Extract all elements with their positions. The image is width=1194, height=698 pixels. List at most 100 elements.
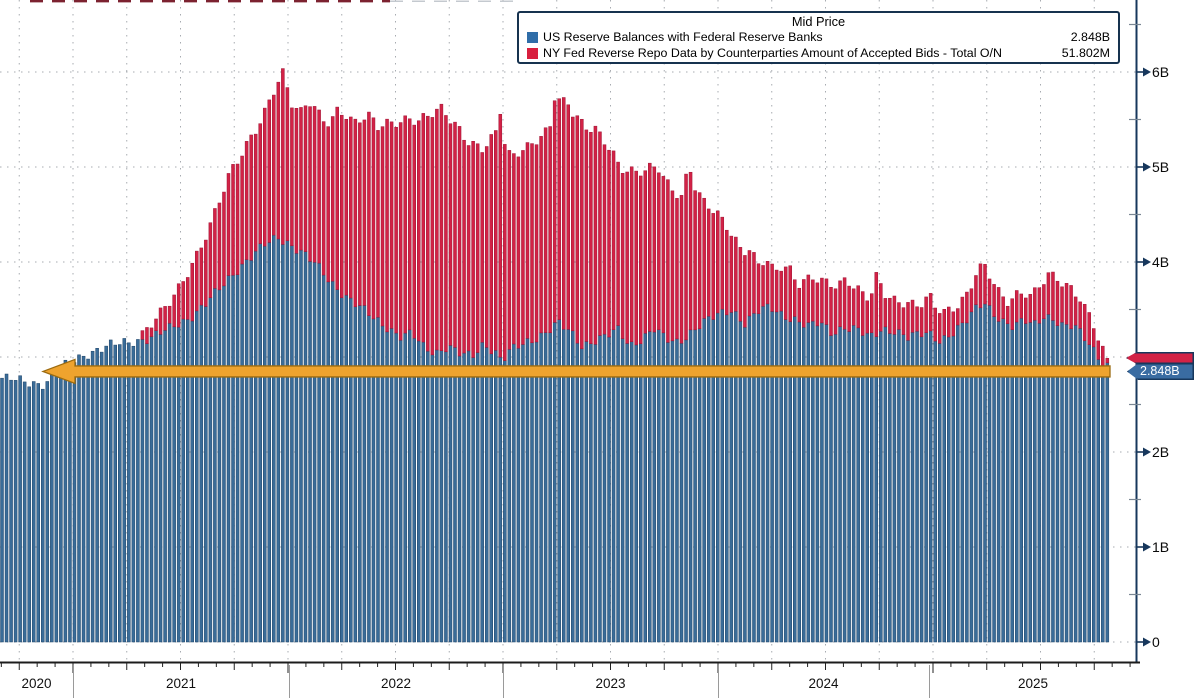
- repo-bar: [729, 235, 734, 313]
- repo-bar: [566, 104, 570, 330]
- repo-bar: [303, 105, 308, 252]
- reserves-bar: [276, 238, 281, 643]
- reserves-bar: [335, 289, 339, 643]
- repo-bar: [213, 208, 217, 289]
- repo-bar: [860, 291, 865, 336]
- reserves-bar: [1082, 340, 1087, 643]
- repo-bar: [262, 107, 267, 247]
- repo-bar: [484, 146, 489, 348]
- reserves-bar: [108, 339, 113, 643]
- repo-bar: [575, 115, 580, 344]
- repo-bar: [802, 279, 806, 328]
- repo-bar: [670, 190, 675, 342]
- reserves-bar: [136, 339, 140, 643]
- repo-bar: [154, 318, 158, 332]
- repo-bar: [330, 116, 335, 282]
- repo-bar: [720, 216, 725, 310]
- repo-bar: [648, 162, 652, 332]
- y-axis-tick-arrow-icon: [1143, 257, 1151, 267]
- y-axis-label: 0: [1152, 634, 1160, 650]
- repo-bar: [865, 300, 869, 334]
- repo-bar: [992, 284, 996, 317]
- legend-entry-repo[interactable]: NY Fed Reverse Repo Data by Counterparti…: [527, 45, 1110, 61]
- repo-bar: [543, 127, 548, 333]
- repo-bar: [561, 97, 566, 330]
- reserves-bar: [77, 354, 81, 643]
- reserves-bar: [1046, 314, 1051, 643]
- legend-value-repo: 51.802M: [1061, 46, 1110, 60]
- reserves-bar: [285, 240, 290, 643]
- trendline-arrow-annotation[interactable]: [41, 358, 1111, 385]
- repo-bar: [226, 173, 231, 276]
- x-axis-year-separator: [718, 665, 719, 698]
- reserves-bar: [933, 340, 937, 643]
- reserves-bar: [915, 330, 919, 643]
- reserves-bar: [480, 341, 484, 643]
- repo-bar: [783, 266, 788, 320]
- reserves-bar: [353, 306, 358, 643]
- repo-bar: [362, 119, 367, 306]
- repo-bar: [874, 272, 879, 337]
- repo-bar: [1064, 283, 1069, 325]
- repo-bar: [145, 327, 149, 344]
- reserves-bar: [906, 340, 910, 643]
- reserves-bar: [204, 306, 208, 643]
- repo-bar: [539, 136, 543, 334]
- reserves-bar: [249, 260, 253, 643]
- repo-bar: [158, 307, 163, 335]
- reserves-bar: [303, 251, 308, 643]
- repo-bar: [987, 278, 992, 306]
- repo-bar: [340, 114, 344, 299]
- y-axis-label: 2B: [1152, 444, 1170, 460]
- reserves-bar: [879, 330, 883, 643]
- repo-bar: [897, 302, 901, 330]
- repo-bar: [571, 116, 575, 332]
- repo-bar: [448, 123, 453, 346]
- repo-bar: [417, 120, 421, 342]
- repo-bar: [1069, 285, 1073, 330]
- repo-bar: [353, 118, 358, 308]
- reserves-bar: [104, 345, 108, 643]
- reserves-bar: [385, 331, 389, 643]
- repo-bar: [176, 283, 181, 328]
- reserves-bar: [747, 315, 752, 643]
- reserves-bar: [208, 297, 213, 643]
- y-axis-label: 5B: [1152, 159, 1170, 175]
- reserves-bar: [226, 275, 231, 643]
- reserves-bar: [118, 344, 122, 643]
- reserves-bar: [412, 337, 416, 643]
- repo-bar: [702, 197, 706, 319]
- repo-bar: [711, 213, 715, 320]
- repo-bar: [688, 171, 693, 331]
- legend-entry-reserves[interactable]: US Reserve Balances with Federal Reserve…: [527, 29, 1110, 45]
- reserves-bar: [158, 334, 163, 643]
- legend-label-repo: NY Fed Reverse Repo Data by Counterparti…: [543, 46, 1002, 60]
- reserves-bar: [394, 332, 398, 643]
- reserves-bar: [145, 343, 149, 643]
- repo-bar: [358, 122, 362, 306]
- repo-bar: [231, 164, 235, 276]
- reserves-bar: [734, 311, 738, 643]
- repo-bar: [1091, 328, 1096, 348]
- repo-bar: [294, 108, 299, 254]
- repo-bar: [684, 173, 688, 341]
- repo-bar: [765, 261, 770, 305]
- reserves-bar: [521, 344, 525, 643]
- reserves-bar: [947, 336, 951, 643]
- reserves-bar: [684, 339, 688, 643]
- reserves-bar: [1101, 365, 1105, 643]
- reserves-bar: [539, 332, 543, 643]
- reserves-bar: [235, 274, 240, 643]
- y-axis-tick-arrow-icon: [1143, 542, 1151, 552]
- reserves-bar: [290, 245, 294, 643]
- repo-bar: [625, 171, 629, 344]
- repo-bar: [453, 121, 457, 348]
- repo-bar: [185, 277, 190, 320]
- reserves-bar: [253, 250, 258, 643]
- reserves-bar: [4, 373, 9, 643]
- repo-bar: [928, 293, 933, 332]
- reserves-bar: [548, 332, 552, 643]
- reserves-bar: [430, 354, 435, 643]
